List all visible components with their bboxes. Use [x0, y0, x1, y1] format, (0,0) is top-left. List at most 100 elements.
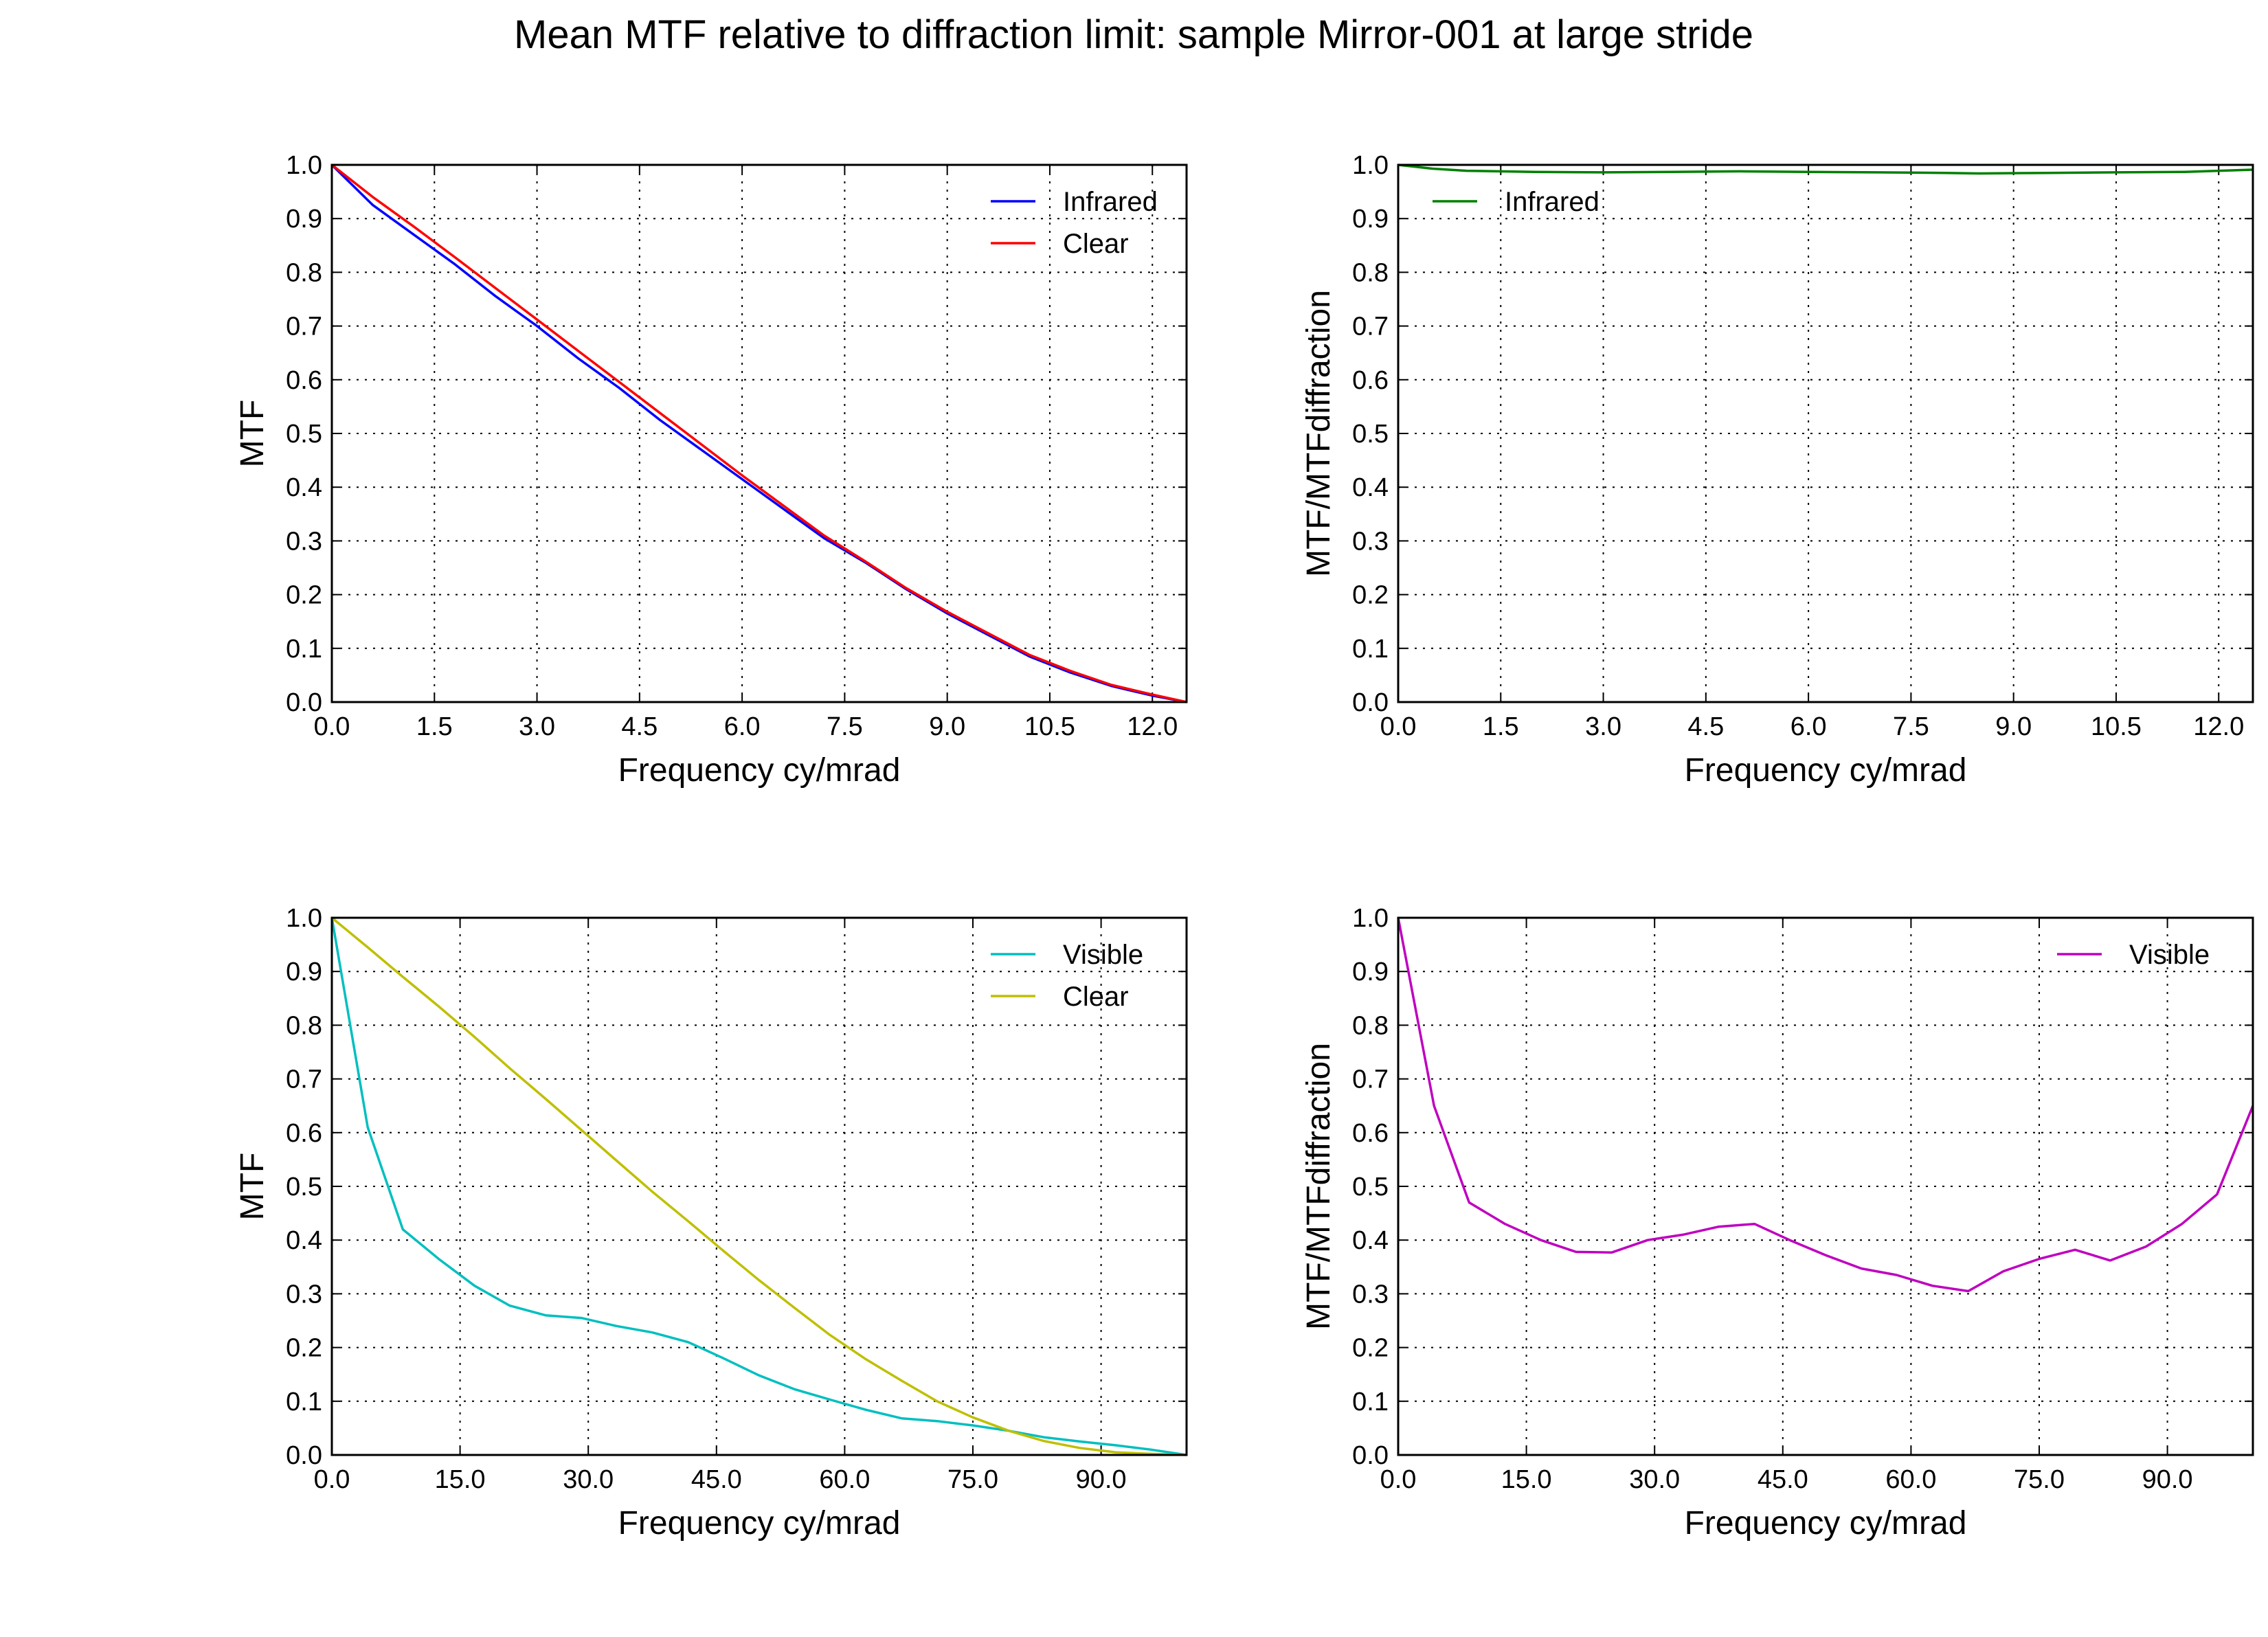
- y-tick-label: 0.3: [1352, 1280, 1389, 1309]
- plot-frame: [330, 916, 1188, 1456]
- y-tick-label: 0.4: [286, 473, 322, 502]
- x-tick-label: 12.0: [2193, 712, 2244, 741]
- y-tick-label: 0.9: [1352, 958, 1389, 986]
- x-tick-label: 3.0: [1585, 712, 1621, 741]
- series-line-infrared: [330, 163, 1187, 703]
- y-tick-label: 0.2: [286, 581, 322, 610]
- x-tick-label: 90.0: [1076, 1465, 1127, 1494]
- y-tick-label: 0.0: [1352, 1441, 1389, 1470]
- y-tick-label: 0.3: [286, 1280, 322, 1309]
- x-tick-label: 9.0: [1995, 712, 2032, 741]
- y-tick-label: 0.1: [1352, 635, 1389, 664]
- y-tick-label: 0.4: [1352, 1226, 1389, 1255]
- series-line-visible: [1397, 917, 2254, 1293]
- y-tick-label: 0.5: [286, 1173, 322, 1201]
- y-tick-label: 0.6: [1352, 1119, 1389, 1148]
- y-tick-label: 0.2: [1352, 581, 1389, 610]
- x-tick-label: 30.0: [563, 1465, 614, 1494]
- y-tick-label: 0.7: [286, 1065, 322, 1094]
- y-tick-label: 0.2: [1352, 1334, 1389, 1363]
- legend-label-infrared: Infrared: [1063, 187, 1158, 217]
- y-tick-label: 0.5: [286, 420, 322, 449]
- x-tick-label: 6.0: [1790, 712, 1827, 741]
- y-tick-label: 0.1: [286, 635, 322, 664]
- x-tick-label: 1.5: [416, 712, 453, 741]
- x-tick-label: 90.0: [2142, 1465, 2193, 1494]
- x-axis-label: Frequency cy/mrad: [1685, 1505, 1967, 1542]
- x-tick-label: 15.0: [435, 1465, 486, 1494]
- y-tick-label: 0.6: [286, 366, 322, 395]
- x-tick-label: 3.0: [519, 712, 555, 741]
- y-tick-label: 0.2: [286, 1334, 322, 1363]
- x-tick-label: 75.0: [947, 1465, 998, 1494]
- series-line-clear: [330, 163, 1187, 703]
- y-tick-label: 1.0: [1352, 151, 1389, 180]
- series-line-infrared: [1397, 163, 2254, 175]
- x-tick-label: 6.0: [724, 712, 761, 741]
- y-axis-label: MTF: [234, 400, 271, 468]
- y-tick-label: 0.8: [1352, 1011, 1389, 1040]
- y-tick-label: 0.7: [1352, 1065, 1389, 1094]
- legend-label-visible: Visible: [2129, 940, 2210, 970]
- y-tick-label: 0.3: [286, 527, 322, 556]
- legend-label-infrared: Infrared: [1505, 187, 1599, 217]
- x-tick-label: 1.5: [1483, 712, 1519, 741]
- y-tick-label: 0.5: [1352, 1173, 1389, 1201]
- y-tick-label: 0.4: [1352, 473, 1389, 502]
- legend-label-visible: Visible: [1063, 940, 1143, 970]
- y-tick-label: 0.1: [286, 1388, 322, 1416]
- x-tick-label: 4.5: [621, 712, 658, 741]
- subplot-top-left: 0.0 1.5 3.0 4.5 6.0 7.5 9.0 10.5 12.0 0.0 0.1 0.2 0.…: [234, 151, 1188, 789]
- x-tick-label: 7.5: [1893, 712, 1929, 741]
- y-tick-label: 1.0: [286, 151, 322, 180]
- series-line-visible: [330, 917, 1187, 1456]
- y-tick-label: 1.0: [1352, 904, 1389, 933]
- x-tick-label: 10.5: [2091, 712, 2142, 741]
- y-tick-label: 1.0: [286, 904, 322, 933]
- y-tick-label: 0.8: [1352, 258, 1389, 287]
- y-tick-label: 0.3: [1352, 527, 1389, 556]
- x-tick-label: 45.0: [1758, 1465, 1808, 1494]
- y-tick-label: 0.8: [286, 258, 322, 287]
- x-axis-label: Frequency cy/mrad: [618, 752, 901, 789]
- x-tick-label: 0.0: [1380, 1465, 1417, 1494]
- x-tick-label: 60.0: [819, 1465, 870, 1494]
- x-axis-label: Frequency cy/mrad: [1685, 752, 1967, 789]
- legend-label-clear: Clear: [1063, 229, 1129, 259]
- y-tick-label: 0.6: [286, 1119, 322, 1148]
- y-axis-label: MTF: [234, 1153, 271, 1221]
- x-axis-label: Frequency cy/mrad: [618, 1505, 901, 1542]
- y-tick-label: 0.0: [1352, 688, 1389, 717]
- legend-label-clear: Clear: [1063, 982, 1129, 1012]
- series-line-clear: [330, 916, 1187, 1456]
- x-tick-label: 30.0: [1629, 1465, 1680, 1494]
- y-axis-label: MTF/MTFdiffraction: [1301, 1043, 1337, 1330]
- y-axis-label: MTF/MTFdiffraction: [1301, 290, 1337, 577]
- x-tick-label: 7.5: [827, 712, 863, 741]
- y-tick-label: 0.5: [1352, 420, 1389, 449]
- y-tick-label: 0.0: [286, 688, 322, 717]
- plot-frame: [1397, 163, 2254, 703]
- x-tick-label: 0.0: [314, 1465, 350, 1494]
- y-tick-label: 0.8: [286, 1011, 322, 1040]
- y-tick-label: 0.9: [286, 958, 322, 986]
- x-tick-label: 60.0: [1885, 1465, 1936, 1494]
- x-tick-label: 0.0: [314, 712, 350, 741]
- x-tick-label: 0.0: [1380, 712, 1417, 741]
- y-tick-label: 0.9: [1352, 205, 1389, 234]
- y-tick-label: 0.0: [286, 1441, 322, 1470]
- y-tick-label: 0.9: [286, 205, 322, 234]
- x-tick-label: 12.0: [1127, 712, 1178, 741]
- figure-title: Mean MTF relative to diffraction limit: …: [514, 12, 1753, 57]
- subplot-bottom-right: 0.0 15.0 30.0 45.0 60.0 75.0 90.0 0.0 0.1 0.2 0.3 0…: [1301, 904, 2254, 1542]
- x-tick-label: 9.0: [929, 712, 965, 741]
- plot-frame: [330, 163, 1188, 703]
- x-tick-label: 15.0: [1501, 1465, 1552, 1494]
- y-tick-label: 0.7: [286, 313, 322, 341]
- subplot-top-right: 0.0 1.5 3.0 4.5 6.0 7.5 9.0 10.5 12.0 0.0 0.1 0.2 0.…: [1301, 151, 2254, 789]
- subplot-bottom-left: 0.0 15.0 30.0 45.0 60.0 75.0 90.0 0.0 0.1 0.2 0.3 0…: [234, 904, 1188, 1542]
- x-tick-label: 10.5: [1024, 712, 1075, 741]
- y-tick-label: 0.7: [1352, 313, 1389, 341]
